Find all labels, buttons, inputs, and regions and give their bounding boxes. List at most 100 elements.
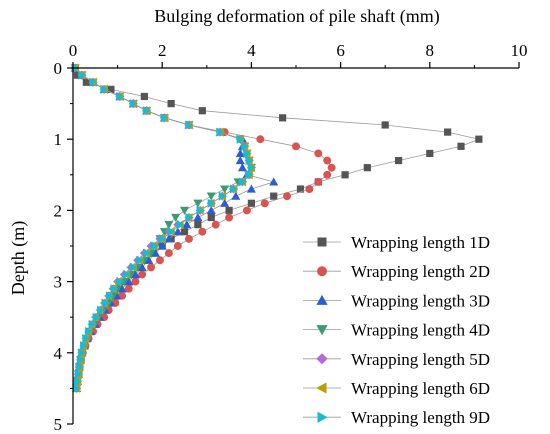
data-point xyxy=(85,326,94,336)
data-point xyxy=(156,256,164,265)
y-tick-label: 1 xyxy=(54,130,63,149)
data-point xyxy=(231,191,241,200)
data-point xyxy=(238,177,247,187)
data-point xyxy=(475,135,483,143)
data-point xyxy=(218,191,227,201)
x-tick-label: 2 xyxy=(158,41,167,60)
data-point xyxy=(150,241,159,251)
data-point xyxy=(78,70,87,80)
data-point xyxy=(107,85,115,93)
data-point xyxy=(185,234,193,243)
data-point xyxy=(110,284,119,294)
data-point xyxy=(75,362,84,372)
data-point xyxy=(167,100,175,108)
data-point xyxy=(124,284,133,293)
data-point xyxy=(160,113,169,123)
series-line xyxy=(74,67,252,389)
data-point xyxy=(158,234,167,244)
data-point xyxy=(157,241,167,250)
data-point xyxy=(394,156,403,165)
plot-area xyxy=(70,63,483,393)
data-point xyxy=(216,127,225,137)
data-point xyxy=(105,291,115,301)
data-point xyxy=(88,319,97,329)
y-tick-label: 3 xyxy=(54,273,63,292)
data-point xyxy=(140,92,148,101)
legend-label: Wrapping length 2D xyxy=(351,262,490,281)
legend: Wrapping length 1D Wrapping length 2D Wrap… xyxy=(303,233,490,427)
data-point xyxy=(206,192,216,201)
data-point xyxy=(196,205,205,215)
data-point xyxy=(235,156,245,165)
data-point xyxy=(323,170,332,179)
data-point xyxy=(147,263,156,272)
data-point xyxy=(142,248,152,258)
data-point xyxy=(236,134,245,144)
data-point xyxy=(247,199,255,207)
data-point xyxy=(142,106,152,116)
data-point xyxy=(246,184,256,193)
legend-label: Wrapping length 4D xyxy=(351,321,490,340)
data-point xyxy=(327,163,336,172)
data-point xyxy=(82,78,90,86)
data-point xyxy=(73,376,82,386)
data-point xyxy=(131,277,140,286)
x-axis-title: Bulging deformation of pile shaft (mm) xyxy=(154,6,439,27)
data-point xyxy=(229,184,239,194)
data-point xyxy=(92,312,101,322)
data-point xyxy=(198,227,207,236)
data-point xyxy=(80,341,89,351)
data-point xyxy=(193,213,203,222)
series-1 xyxy=(71,64,483,392)
data-point xyxy=(97,305,106,315)
legend-marker xyxy=(317,266,327,277)
data-point xyxy=(76,355,86,365)
data-point xyxy=(323,156,332,165)
data-point xyxy=(180,228,189,236)
legend-item: Wrapping length 1D xyxy=(303,233,490,252)
data-point xyxy=(185,213,194,223)
legend-marker xyxy=(316,382,327,394)
y-tick-label: 0 xyxy=(54,59,63,78)
data-point xyxy=(116,277,125,287)
data-point xyxy=(256,135,265,144)
legend-label: Wrapping length 1D xyxy=(351,233,490,252)
data-point xyxy=(122,269,132,279)
data-point xyxy=(182,220,192,229)
legend-marker xyxy=(316,294,328,305)
data-point xyxy=(206,205,216,214)
data-point xyxy=(305,185,314,193)
data-point xyxy=(117,284,127,293)
legend-item: Wrapping length 6D xyxy=(303,379,490,398)
data-point xyxy=(129,99,138,109)
data-point xyxy=(198,107,206,115)
legend-marker xyxy=(316,325,328,336)
y-axis-title: Depth (m) xyxy=(8,221,29,295)
data-point xyxy=(247,163,256,173)
data-point xyxy=(245,170,254,180)
x-tick-label: 6 xyxy=(336,41,345,60)
data-point xyxy=(137,262,147,271)
data-point xyxy=(173,227,183,236)
x-tick-label: 10 xyxy=(511,41,528,60)
legend-item: Wrapping length 5D xyxy=(303,350,490,369)
data-point xyxy=(151,248,161,257)
y-tick-label: 2 xyxy=(54,201,63,220)
data-point xyxy=(220,198,230,207)
data-point xyxy=(292,142,300,151)
data-point xyxy=(164,249,173,258)
data-point xyxy=(283,192,292,201)
legend-label: Wrapping length 3D xyxy=(351,291,490,310)
data-point xyxy=(245,156,254,166)
data-point xyxy=(72,383,82,393)
data-point xyxy=(167,227,176,237)
legend-item: Wrapping length 4D xyxy=(303,321,490,340)
legend-item: Wrapping length 9D xyxy=(303,408,490,427)
data-point xyxy=(341,171,349,179)
data-point xyxy=(426,149,434,158)
x-tick-label: 8 xyxy=(426,41,435,60)
series-7 xyxy=(71,63,256,393)
data-point xyxy=(220,185,230,194)
data-point xyxy=(457,142,465,150)
